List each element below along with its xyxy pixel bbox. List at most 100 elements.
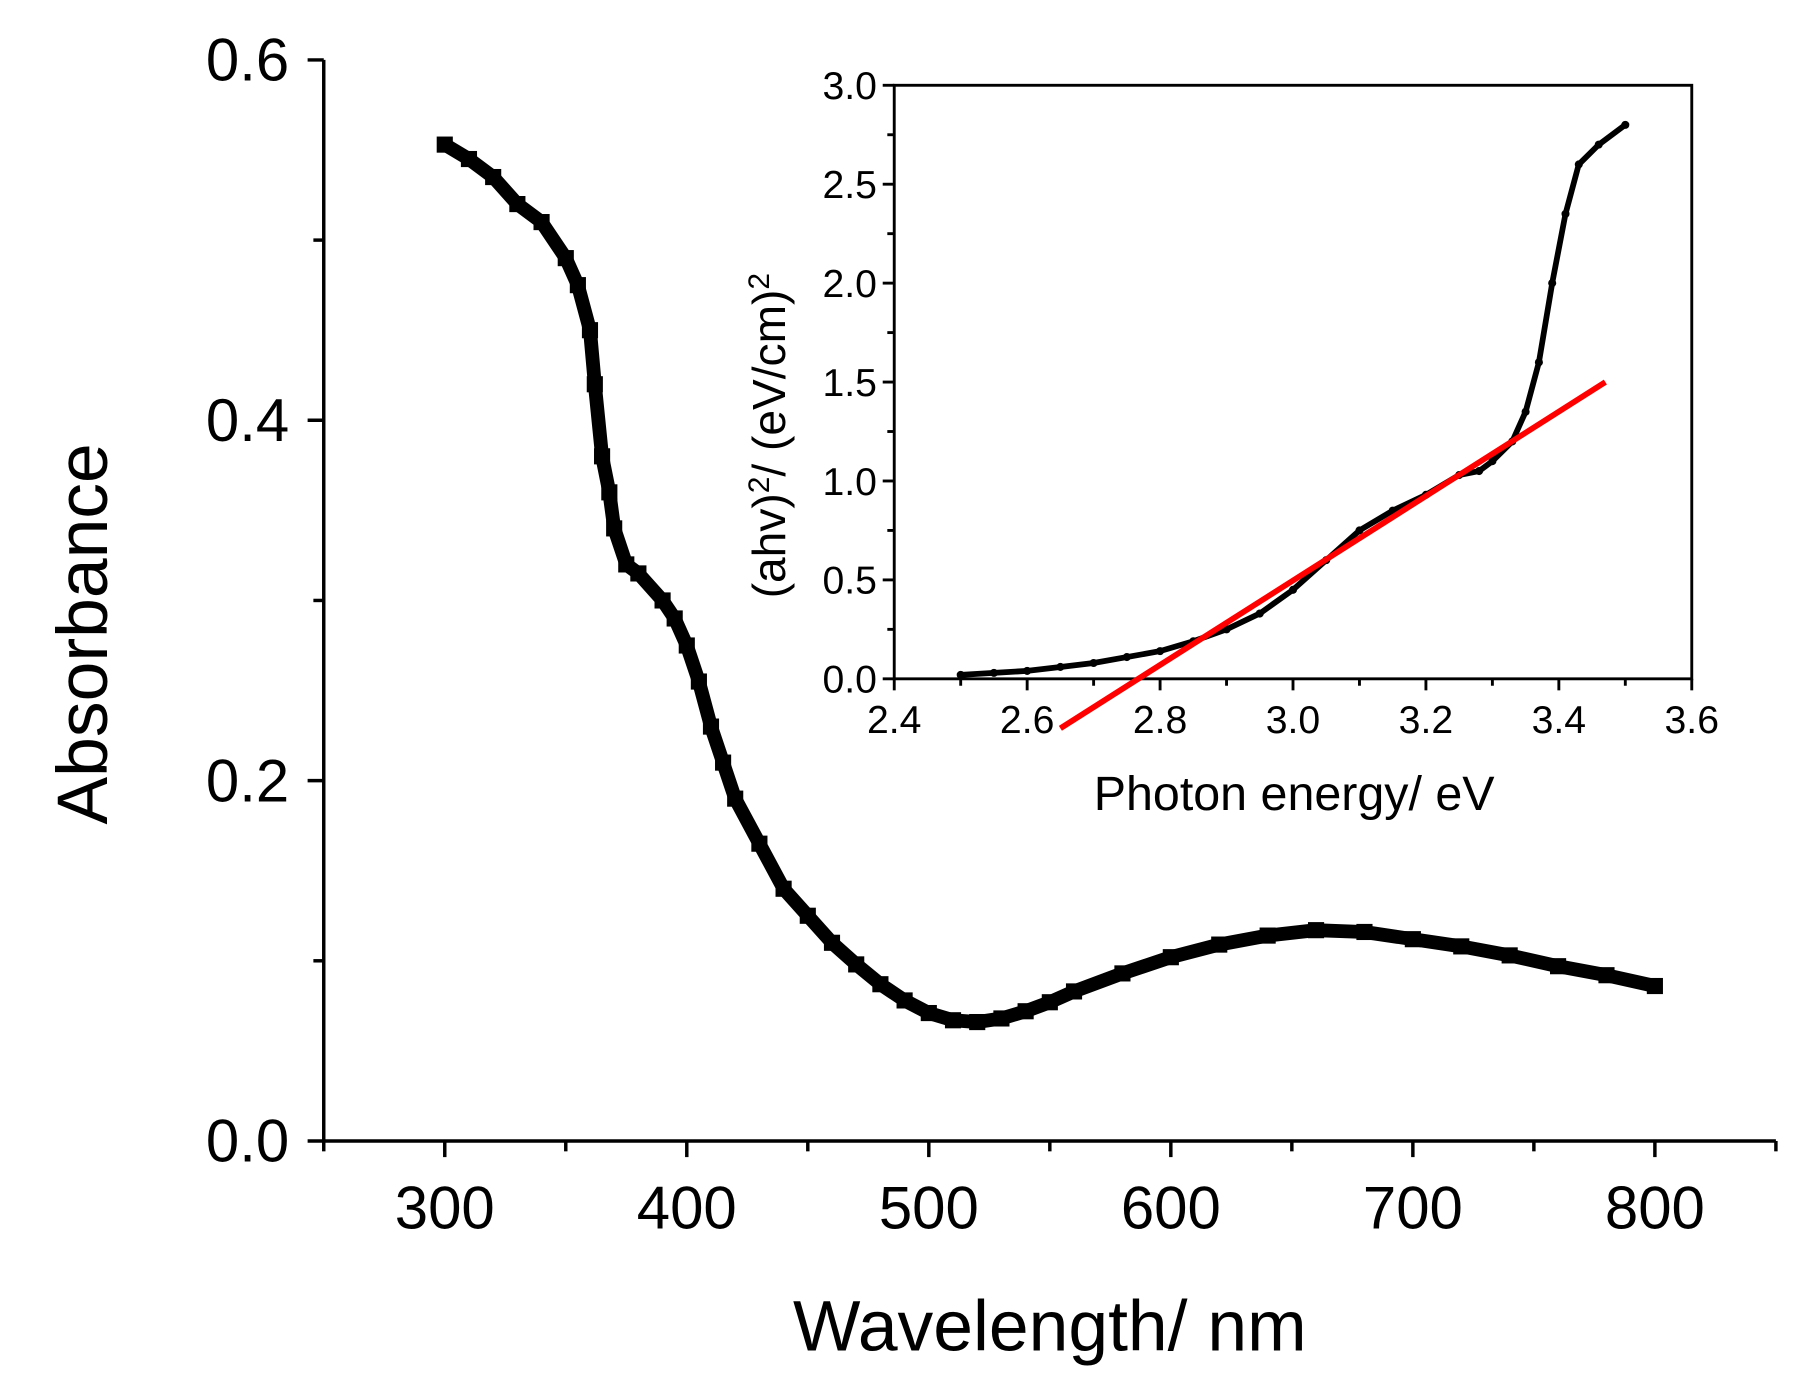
x-tick-label: 400 bbox=[637, 1175, 737, 1242]
data-point bbox=[715, 754, 732, 771]
data-point bbox=[848, 956, 865, 973]
inset-y-tick-label: 0.0 bbox=[822, 659, 876, 702]
data-point bbox=[678, 637, 695, 654]
inset-data-point bbox=[1488, 457, 1497, 466]
inset-x-tick-label: 3.4 bbox=[1532, 699, 1586, 742]
y-axis-label: Absorbance bbox=[43, 443, 123, 824]
data-point bbox=[775, 880, 792, 897]
data-point bbox=[751, 835, 768, 852]
inset-x-axis-label: Photon energy/ eV bbox=[1094, 767, 1496, 821]
y-tick-label: 0.0 bbox=[206, 1108, 289, 1175]
data-point bbox=[485, 168, 502, 186]
data-point bbox=[1550, 958, 1567, 975]
data-point bbox=[727, 790, 744, 807]
inset-data-point bbox=[989, 668, 998, 677]
data-point bbox=[944, 1012, 962, 1029]
y-tick-label: 0.6 bbox=[206, 27, 289, 94]
data-point bbox=[702, 718, 720, 735]
x-tick-label: 500 bbox=[879, 1175, 979, 1242]
inset-data-point bbox=[1621, 120, 1630, 129]
superscript: 2 bbox=[742, 273, 775, 290]
data-point bbox=[969, 1013, 986, 1031]
y-tick-label: 0.2 bbox=[206, 747, 289, 814]
inset-data-point bbox=[1475, 467, 1484, 476]
superscript: 2 bbox=[742, 477, 775, 494]
data-point bbox=[1646, 977, 1663, 995]
inset-data-point bbox=[1561, 209, 1570, 218]
inset-plot: 2.4 2.6 2.8 3.0 3.2 3.4 3.6 0.0 0.5 1.0 1.5 2.0 2.5 3… bbox=[742, 65, 1719, 821]
inset-x-tick-label: 3.6 bbox=[1665, 699, 1719, 742]
inset-data-point bbox=[1594, 140, 1603, 149]
data-point bbox=[993, 1010, 1010, 1027]
inset-data-point bbox=[1122, 653, 1131, 662]
inset-y-tick-label: 1.5 bbox=[822, 362, 876, 405]
data-point bbox=[1307, 922, 1325, 939]
data-line bbox=[441, 138, 1657, 1029]
data-point bbox=[1114, 965, 1131, 982]
inset-x-tick-label: 3.0 bbox=[1266, 699, 1320, 742]
inset-data-point bbox=[1089, 658, 1098, 668]
inset-data-point bbox=[956, 670, 965, 679]
data-point bbox=[460, 150, 478, 168]
data-point bbox=[1259, 927, 1276, 944]
x-tick-label: 700 bbox=[1363, 1175, 1463, 1242]
data-point bbox=[1162, 949, 1179, 966]
data-point bbox=[896, 992, 913, 1009]
data-point bbox=[690, 673, 707, 690]
inset-y-tick-label: 3.0 bbox=[822, 65, 876, 108]
data-point bbox=[581, 322, 599, 339]
label-part: (ahv) bbox=[743, 493, 795, 598]
data-point bbox=[1501, 947, 1518, 964]
inset-x-tick-label: 2.8 bbox=[1133, 699, 1187, 742]
data-point bbox=[557, 250, 574, 267]
label-part: / (eV/cm) bbox=[743, 290, 795, 477]
inset-data-point bbox=[1534, 358, 1543, 367]
data-point bbox=[1453, 938, 1470, 955]
inset-y-tick-label: 2.5 bbox=[822, 164, 876, 207]
inset-y-tick-label: 0.5 bbox=[822, 560, 876, 603]
data-point bbox=[1598, 967, 1615, 984]
data-point bbox=[594, 448, 611, 465]
data-point bbox=[666, 610, 683, 627]
inset-y-axis-label: (ahv)2/ (eV/cm)2 bbox=[742, 273, 794, 598]
x-tick-label: 800 bbox=[1605, 1175, 1705, 1242]
inset-data-line bbox=[960, 122, 1628, 678]
data-point bbox=[1041, 994, 1058, 1011]
data-point bbox=[1065, 983, 1083, 1000]
inset-data-point bbox=[1156, 647, 1165, 656]
x-axis-label: Wavelength/ nm bbox=[793, 1287, 1307, 1367]
inset-data-point bbox=[1023, 666, 1032, 675]
inset-data-point bbox=[1288, 585, 1298, 594]
inset-data-point bbox=[1355, 526, 1364, 535]
data-point bbox=[1356, 923, 1373, 941]
x-tick-label: 600 bbox=[1121, 1175, 1221, 1242]
linear-fit-line bbox=[1058, 379, 1607, 731]
inset-data-point bbox=[1255, 609, 1264, 618]
data-point bbox=[601, 484, 618, 501]
inset-y-tick-label: 1.0 bbox=[822, 461, 876, 504]
x-tick-label: 300 bbox=[395, 1175, 495, 1242]
data-point bbox=[606, 520, 623, 537]
data-point bbox=[1404, 931, 1421, 948]
data-point bbox=[799, 907, 816, 924]
data-point bbox=[1211, 936, 1228, 953]
inset-y-tick-label: 2.0 bbox=[822, 263, 876, 306]
inset-x-tick-label: 2.6 bbox=[1000, 699, 1054, 742]
inset-x-tick-label: 2.4 bbox=[867, 699, 921, 742]
data-point bbox=[630, 565, 647, 582]
inset-x-tick-label: 3.2 bbox=[1399, 699, 1453, 742]
main-plot: 300 400 500 600 700 800 0.0 0.2 0.4 0.6 Wavelength… bbox=[43, 27, 1778, 1367]
data-point bbox=[436, 136, 453, 153]
data-point bbox=[920, 1004, 937, 1022]
inset-data-point bbox=[1574, 160, 1583, 169]
data-point bbox=[1017, 1003, 1034, 1020]
y-tick-label: 0.4 bbox=[206, 387, 289, 454]
data-point bbox=[509, 196, 526, 213]
data-point bbox=[872, 976, 889, 993]
data-point bbox=[586, 376, 603, 393]
data-point bbox=[533, 214, 550, 231]
data-point bbox=[569, 277, 586, 294]
inset-data-point bbox=[1056, 662, 1065, 671]
inset-data-point bbox=[1521, 407, 1530, 416]
